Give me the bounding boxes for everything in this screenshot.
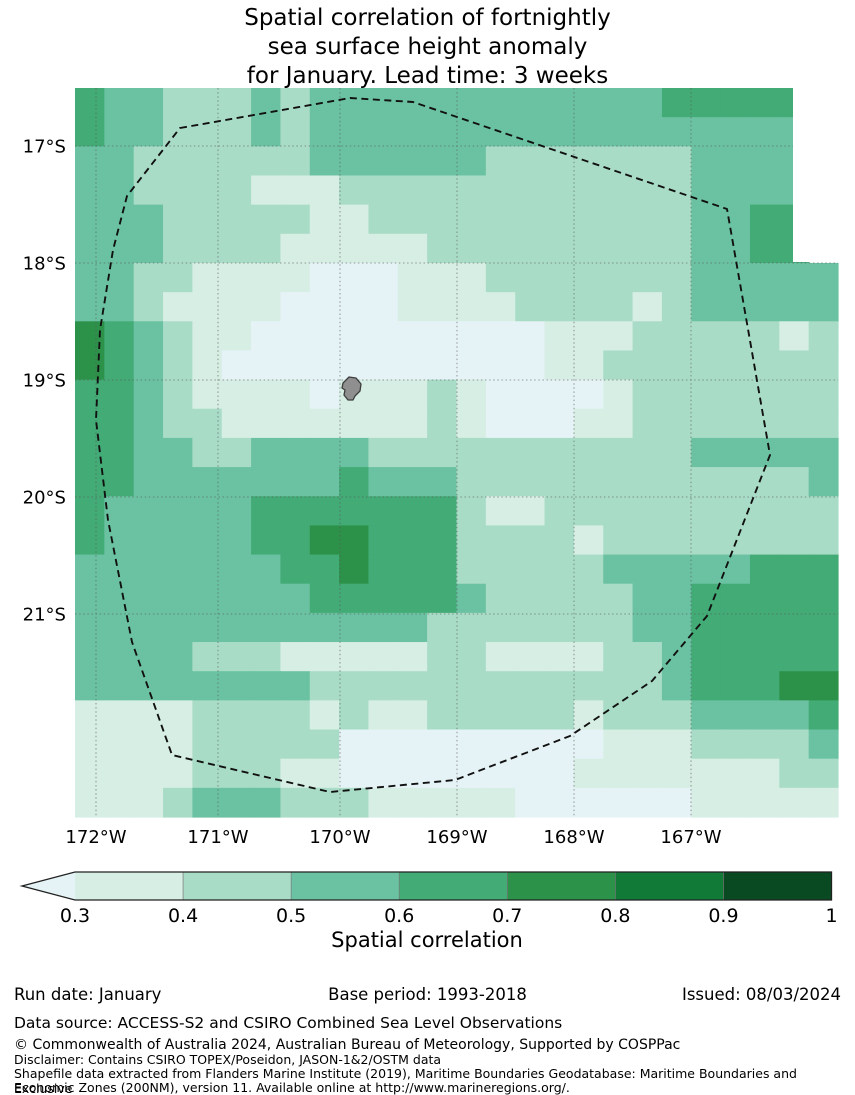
svg-text:0.9: 0.9 [708, 905, 738, 927]
svg-text:172°W: 172°W [65, 827, 126, 848]
shapefile-credit-line1: Shapefile data extracted from Flanders M… [14, 1066, 797, 1095]
y-tick-labels: 17°S 18°S 19°S 20°S 21°S [23, 137, 66, 626]
svg-text:0.7: 0.7 [492, 905, 522, 927]
disclaimer-text: Disclaimer: Contains CSIRO TOPEX/Poseido… [14, 1052, 442, 1067]
svg-text:0.8: 0.8 [600, 905, 630, 927]
svg-text:167°W: 167°W [660, 827, 721, 848]
correlation-heatmap: 172°W 171°W 170°W 169°W 168°W 167°W 17°S 18°S 19… [22, 88, 843, 848]
chart-title-line1: Spatial correlation of fortnightly [244, 5, 611, 31]
colorbar-segments [75, 872, 832, 900]
svg-text:0.6: 0.6 [384, 905, 414, 927]
x-tick-labels: 172°W 171°W 170°W 169°W 168°W 167°W [65, 827, 721, 848]
svg-text:0.3: 0.3 [60, 905, 90, 927]
svg-text:17°S: 17°S [23, 137, 66, 158]
shapefile-credit-line2: Economic Zones (200NM), version 11. Avai… [14, 1080, 570, 1095]
svg-text:0.4: 0.4 [168, 905, 198, 927]
nodata-mask [793, 88, 843, 262]
run-date-text: Run date: January [14, 985, 162, 1004]
chart-title-line3: for January. Lead time: 3 weeks [246, 63, 609, 89]
chart-title-line2: sea surface height anomaly [267, 34, 588, 60]
svg-text:171°W: 171°W [187, 827, 248, 848]
svg-text:169°W: 169°W [426, 827, 487, 848]
svg-text:0.5: 0.5 [276, 905, 306, 927]
colorbar-tick-labels: 0.3 0.4 0.5 0.6 0.7 0.8 0.9 1 [60, 905, 838, 927]
island-shape [341, 376, 362, 401]
svg-text:19°S: 19°S [23, 371, 66, 392]
svg-text:18°S: 18°S [23, 254, 66, 275]
issued-date-text: Issued: 08/03/2024 [681, 985, 841, 1004]
colorbar-outline [19, 871, 833, 901]
svg-text:20°S: 20°S [23, 488, 66, 509]
base-period-text: Base period: 1993-2018 [328, 985, 527, 1004]
svg-text:21°S: 21°S [23, 605, 66, 626]
colorbar-label: Spatial correlation [331, 928, 523, 952]
map-gridlines [75, 88, 838, 817]
svg-text:170°W: 170°W [309, 827, 370, 848]
svg-text:1: 1 [825, 905, 837, 927]
colorbar-under-arrow [22, 872, 75, 900]
heatmap-cells [75, 88, 839, 818]
eez-boundary-line [95, 97, 771, 793]
svg-text:168°W: 168°W [543, 827, 604, 848]
data-source-text: Data source: ACCESS-S2 and CSIRO Combine… [14, 1014, 563, 1032]
colorbar: 0.3 0.4 0.5 0.6 0.7 0.8 0.9 1 [19, 871, 838, 927]
copyright-text: © Commonwealth of Australia 2024, Austra… [14, 1037, 681, 1053]
